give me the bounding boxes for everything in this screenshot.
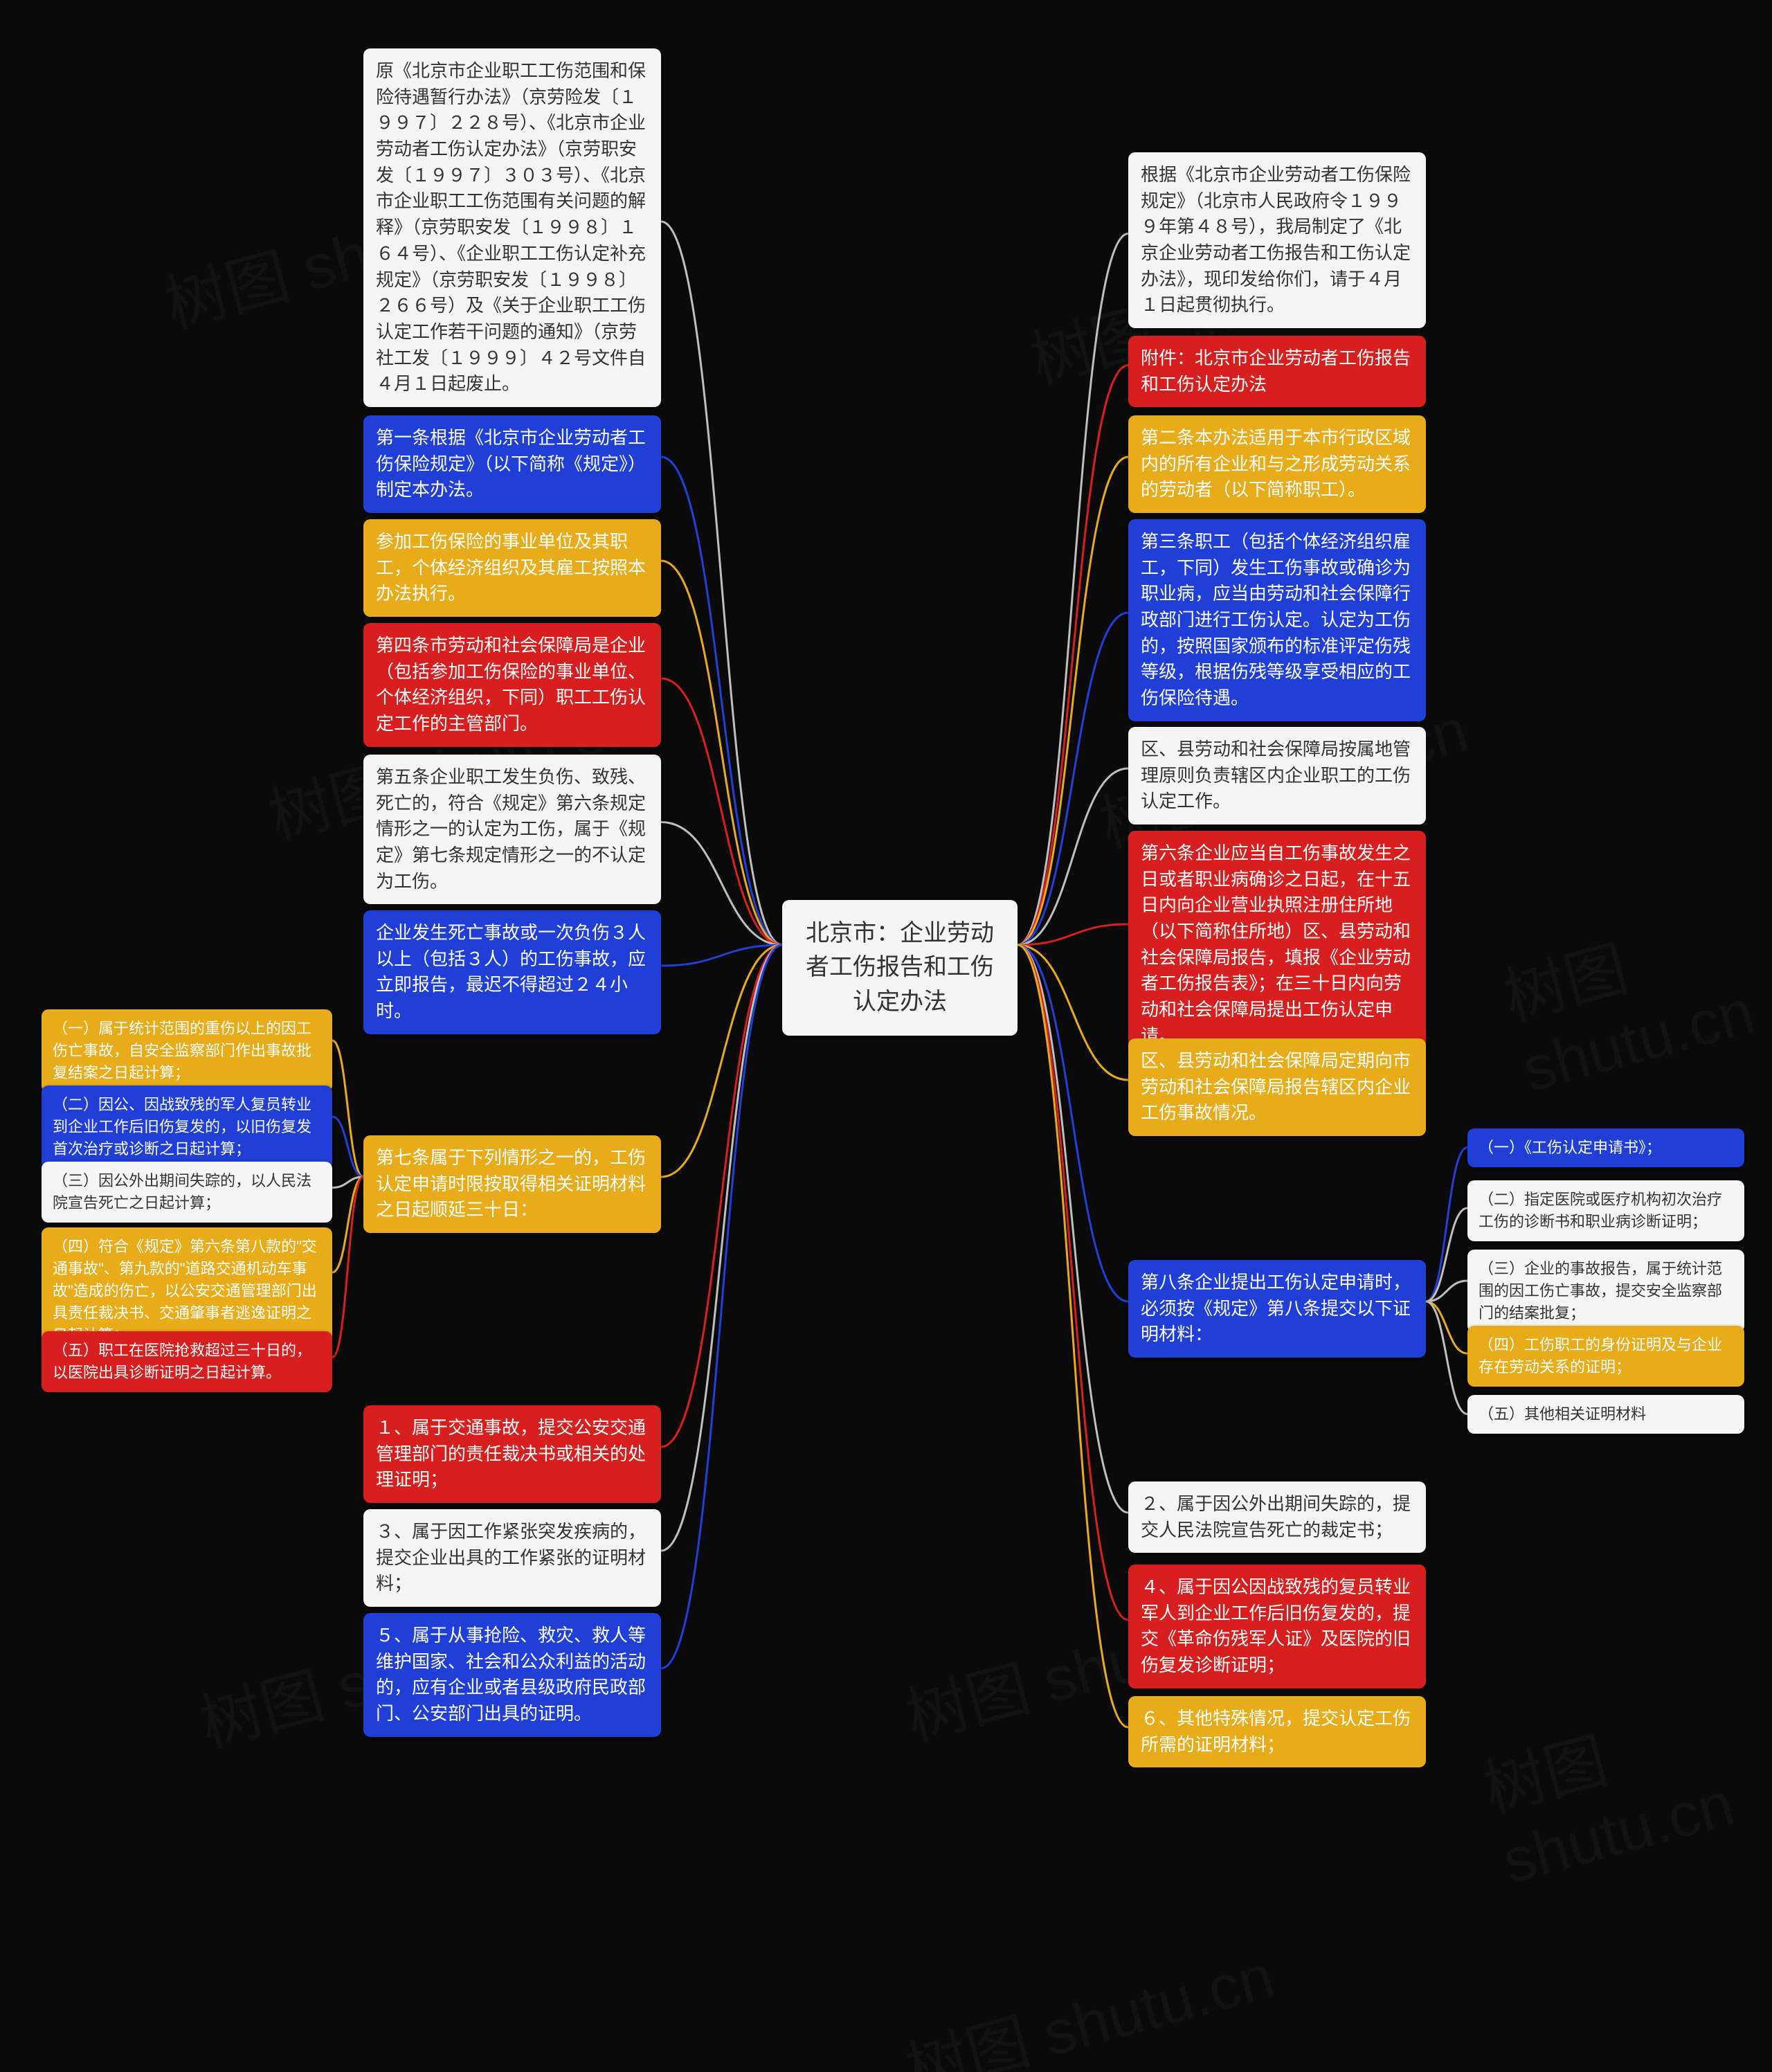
R9[interactable]: ４、属于因公因战致残的复员转业军人到企业工作后旧伤复发的，提交《革命伤残军人证》… bbox=[1128, 1565, 1426, 1688]
R7b[interactable]: （二）指定医院或医疗机构初次治疗工伤的诊断书和职业病诊断证明； bbox=[1467, 1180, 1744, 1241]
R2[interactable]: 第二条本办法适用于本市行政区域内的所有企业和与之形成劳动关系的劳动者（以下简称职… bbox=[1128, 415, 1426, 513]
watermark: 树图 shutu.cn bbox=[894, 1926, 1282, 2072]
L8[interactable]: ３、属于因工作紧张突发疾病的，提交企业出具的工作紧张的证明材料； bbox=[363, 1509, 661, 1607]
L1[interactable]: 第一条根据《北京市企业劳动者工伤保险规定》（以下简称《规定》）制定本办法。 bbox=[363, 415, 661, 513]
L9[interactable]: ５、属于从事抢险、救灾、救人等维护国家、社会和公众利益的活动的，应有企业或者县级… bbox=[363, 1613, 661, 1737]
L2[interactable]: 参加工伤保险的事业单位及其职工，个体经济组织及其雇工按照本办法执行。 bbox=[363, 519, 661, 617]
R10[interactable]: ６、其他特殊情况，提交认定工伤所需的证明材料； bbox=[1128, 1696, 1426, 1767]
R6[interactable]: 区、县劳动和社会保障局定期向市劳动和社会保障局报告辖区内企业工伤事故情况。 bbox=[1128, 1038, 1426, 1136]
L6c[interactable]: （三）因公外出期间失踪的，以人民法院宣告死亡之日起计算； bbox=[42, 1162, 332, 1223]
R7c[interactable]: （三）企业的事故报告，属于统计范围的因工伤亡事故，提交安全监察部门的结案批复； bbox=[1467, 1250, 1744, 1333]
watermark: 树图 shutu.cn bbox=[1492, 883, 1772, 1106]
R3[interactable]: 第三条职工（包括个体经济组织雇工，下同）发生工伤事故或确诊为职业病，应当由劳动和… bbox=[1128, 519, 1426, 721]
R8[interactable]: ２、属于因公外出期间失踪的，提交人民法院宣告死亡的裁定书； bbox=[1128, 1481, 1426, 1553]
R0[interactable]: 根据《北京市企业劳动者工伤保险规定》（北京市人民政府令１９９９年第４８号），我局… bbox=[1128, 152, 1426, 328]
L3[interactable]: 第四条市劳动和社会保障局是企业（包括参加工伤保险的事业单位、个体经济组织，下同）… bbox=[363, 623, 661, 747]
R4[interactable]: 区、县劳动和社会保障局按属地管理原则负责辖区内企业职工的工伤认定工作。 bbox=[1128, 727, 1426, 825]
center-node[interactable]: 北京市：企业劳动者工伤报告和工伤认定办法 bbox=[782, 900, 1018, 1036]
L6a[interactable]: （一）属于统计范围的重伤以上的因工伤亡事故，自安全监察部门作出事故批复结案之日起… bbox=[42, 1009, 332, 1092]
L0[interactable]: 原《北京市企业职工工伤范围和保险待遇暂行办法》（京劳险发〔１９９７〕２２８号）、… bbox=[363, 48, 661, 407]
L6[interactable]: 第七条属于下列情形之一的，工伤认定申请时限按取得相关证明材料之日起顺延三十日： bbox=[363, 1135, 661, 1233]
L6b[interactable]: （二）因公、因战致残的军人复员转业到企业工作后旧伤复发的，以旧伤复发首次治疗或诊… bbox=[42, 1085, 332, 1169]
watermark: 树图 shutu.cn bbox=[1472, 1669, 1772, 1898]
R7e[interactable]: （五）其他相关证明材料 bbox=[1467, 1395, 1744, 1434]
L5[interactable]: 企业发生死亡事故或一次负伤３人以上（包括３人）的工伤事故，应立即报告，最迟不得超… bbox=[363, 910, 661, 1034]
R7a[interactable]: （一）《工伤认定申请书》； bbox=[1467, 1128, 1744, 1167]
R5[interactable]: 第六条企业应当自工伤事故发生之日或者职业病确诊之日起，在十五日内向企业营业执照注… bbox=[1128, 831, 1426, 1059]
R7d[interactable]: （四）工伤职工的身份证明及与企业存在劳动关系的证明； bbox=[1467, 1326, 1744, 1387]
L7[interactable]: １、属于交通事故，提交公安交通管理部门的责任裁决书或相关的处理证明； bbox=[363, 1405, 661, 1503]
L6e[interactable]: （五）职工在医院抢救超过三十日的，以医院出具诊断证明之日起计算。 bbox=[42, 1331, 332, 1392]
R7[interactable]: 第八条企业提出工伤认定申请时，必须按《规定》第八条提交以下证明材料： bbox=[1128, 1260, 1426, 1358]
L4[interactable]: 第五条企业职工发生负伤、致残、死亡的，符合《规定》第六条规定情形之一的认定为工伤… bbox=[363, 755, 661, 904]
R1[interactable]: 附件：北京市企业劳动者工伤报告和工伤认定办法 bbox=[1128, 336, 1426, 407]
